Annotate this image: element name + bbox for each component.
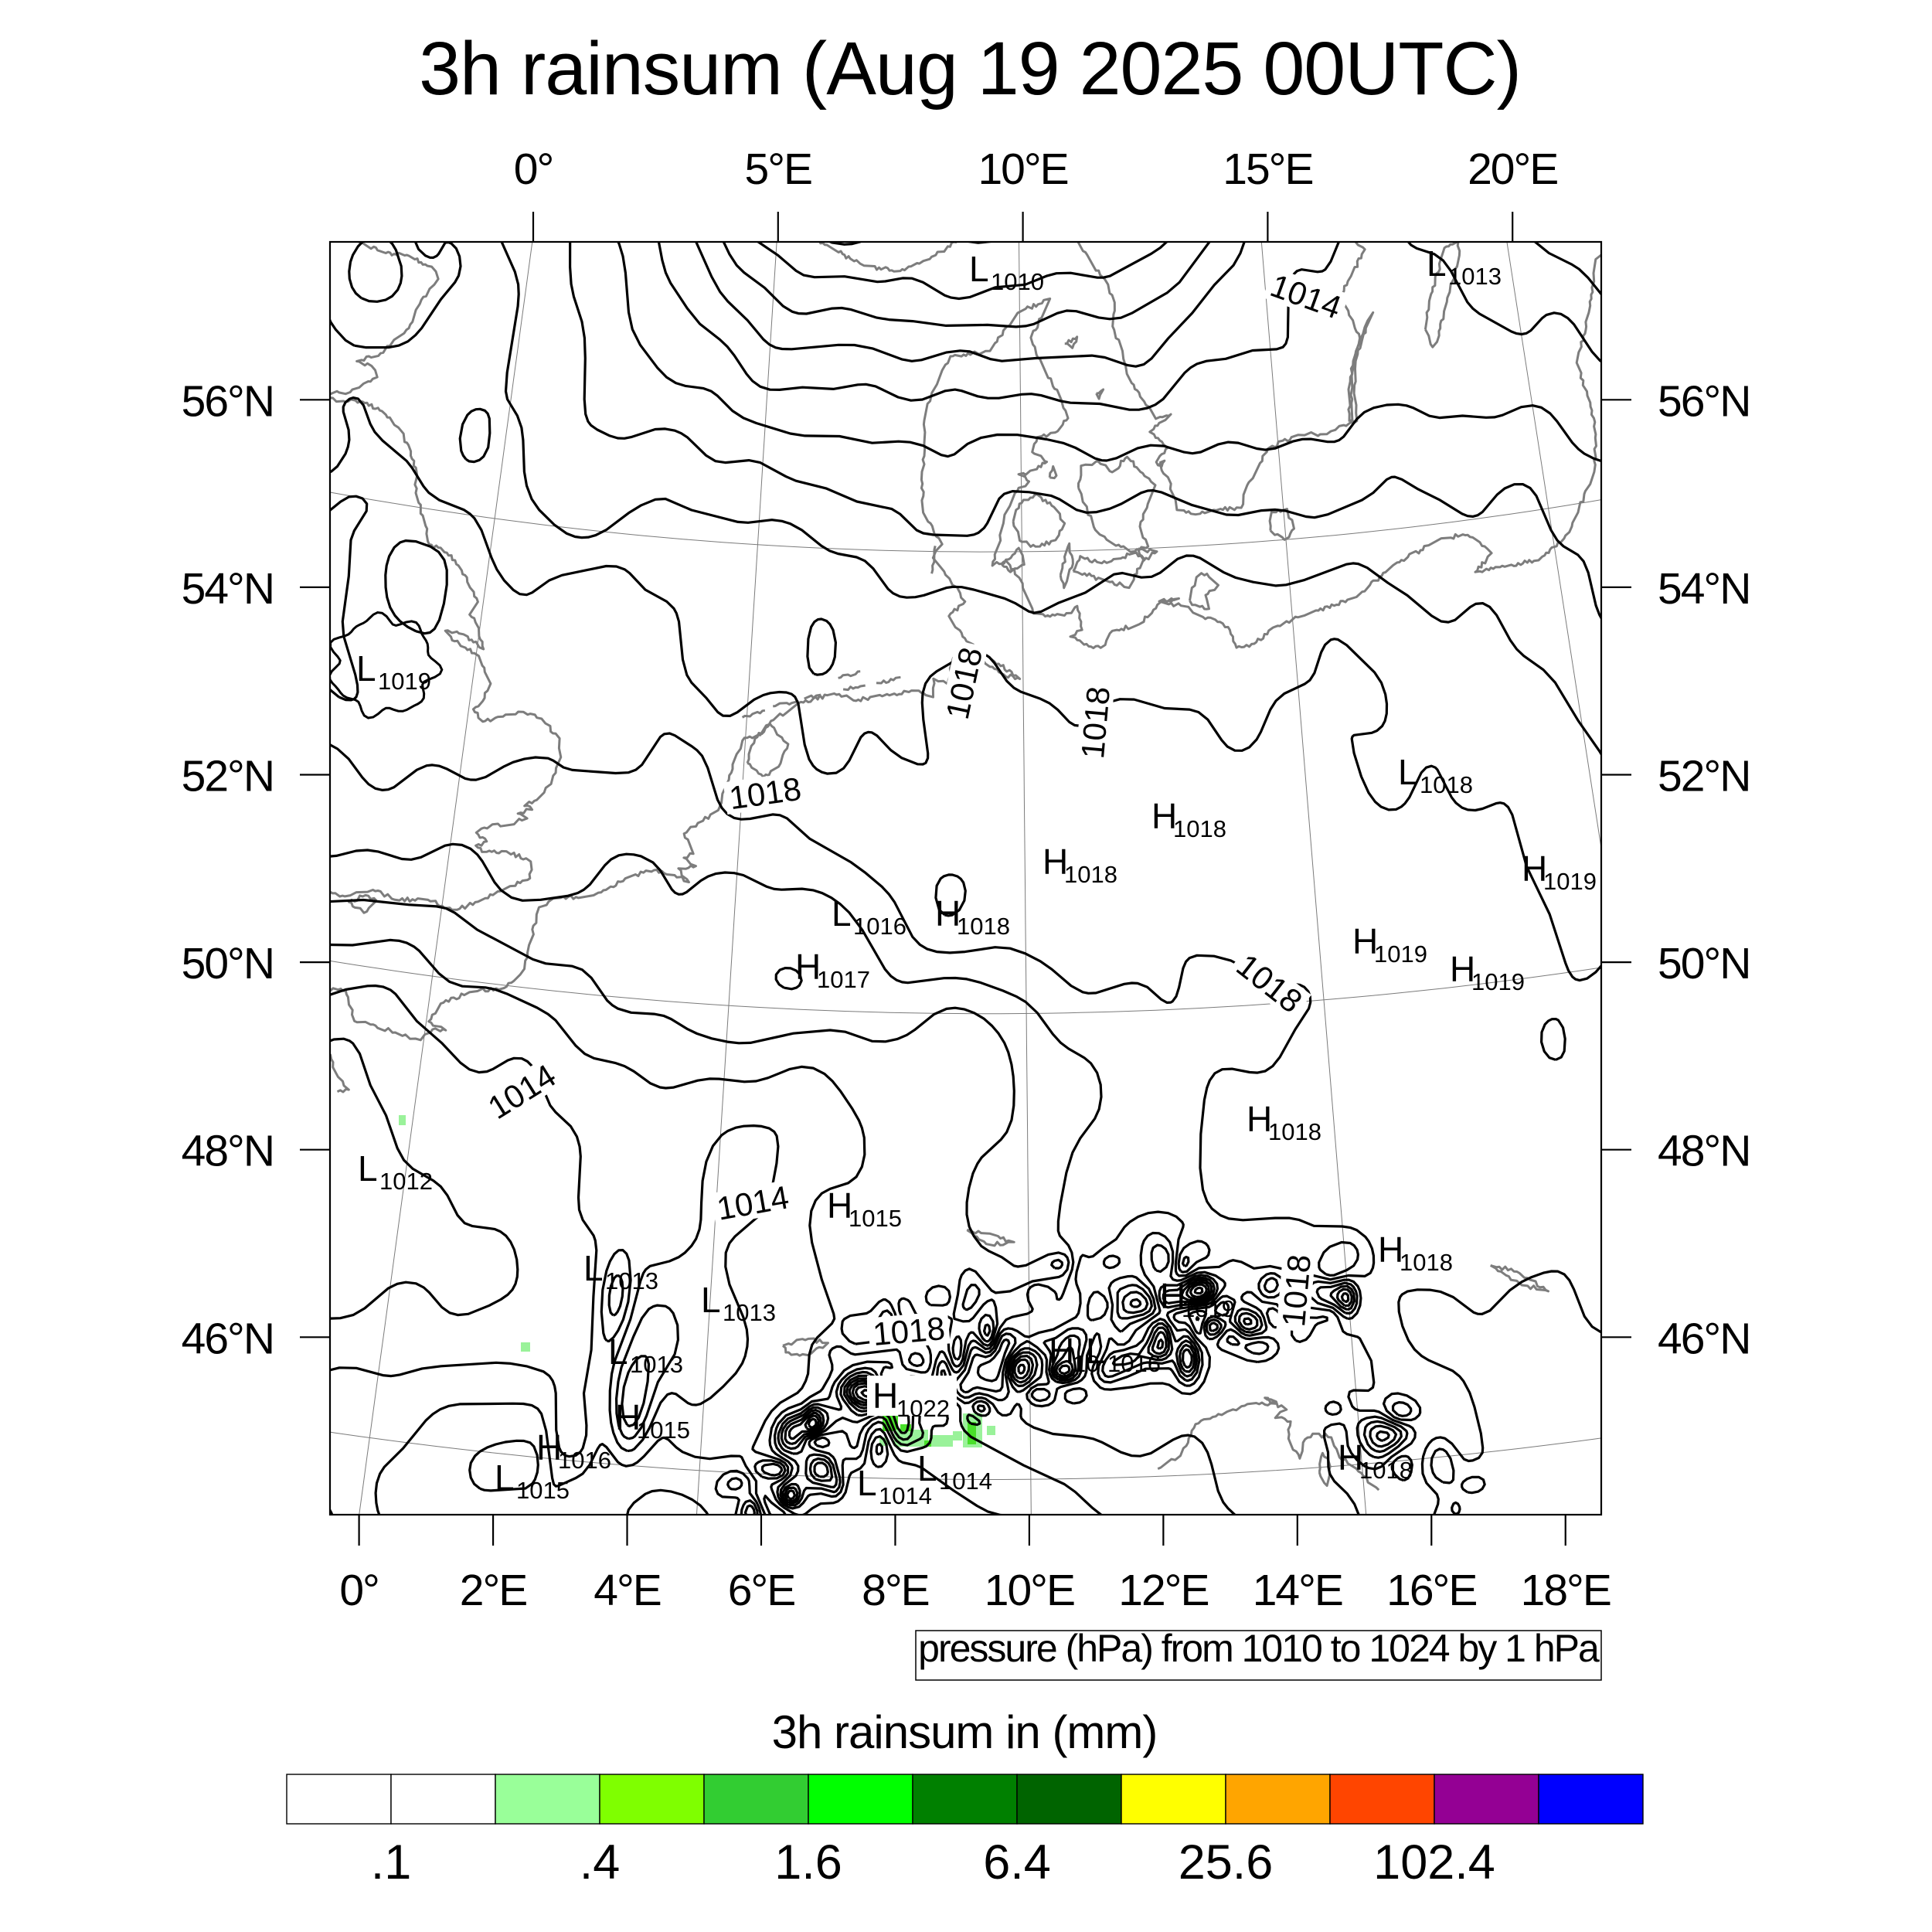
- svg-text:3h rainsum (Aug 19 2025 00UTC): 3h rainsum (Aug 19 2025 00UTC): [419, 26, 1521, 111]
- svg-text:102.4: 102.4: [1373, 1835, 1495, 1889]
- svg-text:1015: 1015: [516, 1477, 570, 1504]
- svg-text:L: L: [917, 1448, 937, 1488]
- svg-text:H: H: [1352, 921, 1378, 961]
- svg-text:5°E: 5°E: [745, 145, 812, 194]
- svg-text:4°E: 4°E: [594, 1566, 661, 1615]
- svg-text:1018: 1018: [871, 1310, 946, 1352]
- svg-text:0°: 0°: [339, 1566, 379, 1615]
- svg-text:46°N: 46°N: [1658, 1314, 1750, 1363]
- svg-text:52°N: 52°N: [1658, 752, 1750, 801]
- svg-text:pressure (hPa) from 1010 to 10: pressure (hPa) from 1010 to 1024 by 1 hP…: [918, 1627, 1600, 1670]
- svg-text:1.6: 1.6: [774, 1835, 842, 1889]
- svg-text:H: H: [935, 893, 961, 934]
- svg-text:.4: .4: [580, 1835, 621, 1889]
- svg-text:1019: 1019: [1471, 968, 1525, 995]
- svg-text:6°E: 6°E: [728, 1566, 795, 1615]
- svg-text:1014: 1014: [939, 1468, 992, 1495]
- svg-text:10°E: 10°E: [985, 1566, 1074, 1615]
- svg-text:H: H: [1160, 1276, 1185, 1316]
- svg-text:L: L: [1086, 1331, 1106, 1371]
- svg-text:H: H: [872, 1376, 898, 1416]
- svg-text:1014: 1014: [879, 1482, 932, 1509]
- svg-text:.1: .1: [371, 1835, 412, 1889]
- svg-text:H: H: [1338, 1437, 1363, 1478]
- svg-text:0°: 0°: [514, 145, 553, 194]
- svg-text:1018: 1018: [1074, 685, 1117, 760]
- svg-text:H: H: [827, 1185, 852, 1226]
- svg-text:1015: 1015: [849, 1205, 902, 1232]
- svg-text:1018: 1018: [1064, 861, 1117, 888]
- svg-text:10: 10: [1073, 1350, 1099, 1377]
- svg-text:H: H: [1043, 842, 1068, 882]
- svg-text:L: L: [969, 249, 989, 289]
- svg-text:L: L: [701, 1280, 721, 1320]
- svg-text:1013: 1013: [605, 1267, 658, 1294]
- svg-text:1012: 1012: [379, 1168, 433, 1195]
- svg-text:1013: 1013: [630, 1351, 683, 1378]
- svg-text:1019: 1019: [1182, 1295, 1235, 1322]
- svg-text:H: H: [1049, 1331, 1074, 1371]
- svg-text:L: L: [583, 1248, 604, 1288]
- svg-text:6.4: 6.4: [983, 1835, 1051, 1889]
- svg-text:56°N: 56°N: [1658, 376, 1750, 426]
- svg-text:1018: 1018: [1173, 815, 1226, 842]
- svg-text:18°E: 18°E: [1521, 1566, 1611, 1615]
- svg-text:H: H: [1378, 1230, 1403, 1270]
- svg-text:8°E: 8°E: [862, 1566, 929, 1615]
- svg-text:16°E: 16°E: [1386, 1566, 1476, 1615]
- svg-text:1018: 1018: [1275, 1253, 1318, 1328]
- svg-text:1016: 1016: [1107, 1350, 1161, 1377]
- svg-text:1016: 1016: [853, 913, 906, 940]
- svg-text:12°E: 12°E: [1118, 1566, 1208, 1615]
- svg-text:L: L: [832, 893, 852, 934]
- svg-text:15°E: 15°E: [1223, 145, 1312, 194]
- svg-text:1017: 1017: [817, 966, 870, 993]
- svg-text:56°N: 56°N: [182, 376, 274, 426]
- svg-text:1018: 1018: [1359, 1457, 1413, 1484]
- svg-text:1015: 1015: [637, 1417, 690, 1444]
- svg-text:2°E: 2°E: [460, 1566, 527, 1615]
- svg-text:H: H: [1522, 849, 1547, 889]
- svg-text:48°N: 48°N: [182, 1127, 274, 1176]
- svg-text:1022: 1022: [896, 1395, 950, 1422]
- svg-text:54°N: 54°N: [182, 564, 274, 614]
- svg-text:1018: 1018: [1420, 771, 1473, 798]
- svg-text:48°N: 48°N: [1658, 1127, 1750, 1176]
- svg-text:52°N: 52°N: [182, 752, 274, 801]
- svg-text:L: L: [1398, 752, 1418, 792]
- svg-text:14°E: 14°E: [1253, 1566, 1342, 1615]
- svg-text:1019: 1019: [378, 668, 431, 695]
- svg-text:25.6: 25.6: [1179, 1835, 1274, 1889]
- svg-text:L: L: [356, 648, 376, 689]
- svg-text:1019: 1019: [1374, 940, 1427, 968]
- svg-text:1013: 1013: [1448, 263, 1502, 290]
- svg-text:L: L: [495, 1458, 515, 1498]
- svg-text:1018: 1018: [957, 913, 1010, 940]
- svg-text:50°N: 50°N: [1658, 939, 1750, 988]
- svg-text:H: H: [1151, 796, 1177, 836]
- svg-text:1018: 1018: [1268, 1118, 1321, 1145]
- svg-text:50°N: 50°N: [182, 939, 274, 988]
- svg-text:10°E: 10°E: [978, 145, 1067, 194]
- svg-text:L: L: [358, 1148, 378, 1189]
- svg-text:H: H: [615, 1397, 641, 1437]
- svg-text:H: H: [1247, 1099, 1272, 1139]
- svg-text:L: L: [857, 1463, 877, 1503]
- svg-text:3h rainsum in (mm): 3h rainsum in (mm): [772, 1706, 1158, 1758]
- svg-text:H: H: [1450, 949, 1475, 989]
- svg-text:L: L: [1427, 243, 1447, 284]
- svg-text:1016: 1016: [558, 1447, 611, 1474]
- svg-text:1013: 1013: [723, 1299, 776, 1326]
- svg-text:1018: 1018: [1400, 1249, 1453, 1276]
- svg-text:20°E: 20°E: [1468, 145, 1557, 194]
- svg-text:46°N: 46°N: [182, 1314, 274, 1363]
- svg-text:H: H: [536, 1427, 562, 1468]
- svg-text:1019: 1019: [1543, 868, 1597, 895]
- svg-text:L: L: [608, 1332, 628, 1372]
- svg-text:H: H: [795, 947, 821, 987]
- svg-text:54°N: 54°N: [1658, 564, 1750, 614]
- svg-text:1010: 1010: [991, 268, 1044, 295]
